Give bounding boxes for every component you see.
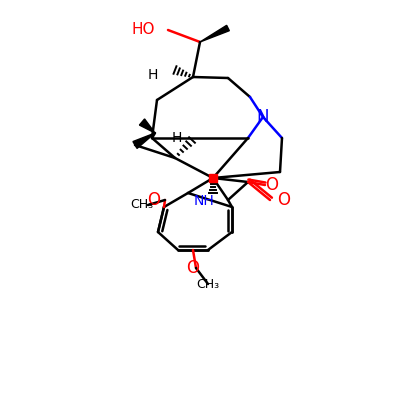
Polygon shape (200, 25, 229, 42)
Polygon shape (140, 119, 155, 133)
Text: CH₃: CH₃ (196, 278, 220, 290)
Text: CH₃: CH₃ (130, 198, 154, 212)
Polygon shape (133, 133, 155, 148)
Text: O: O (278, 191, 290, 209)
Text: N: N (257, 108, 269, 126)
Text: O: O (147, 191, 160, 209)
Text: H: H (148, 68, 158, 82)
Text: H: H (172, 131, 182, 145)
Text: HO: HO (131, 22, 155, 36)
Text: O: O (266, 176, 278, 194)
Text: NH: NH (193, 194, 214, 208)
Text: O: O (186, 259, 200, 277)
